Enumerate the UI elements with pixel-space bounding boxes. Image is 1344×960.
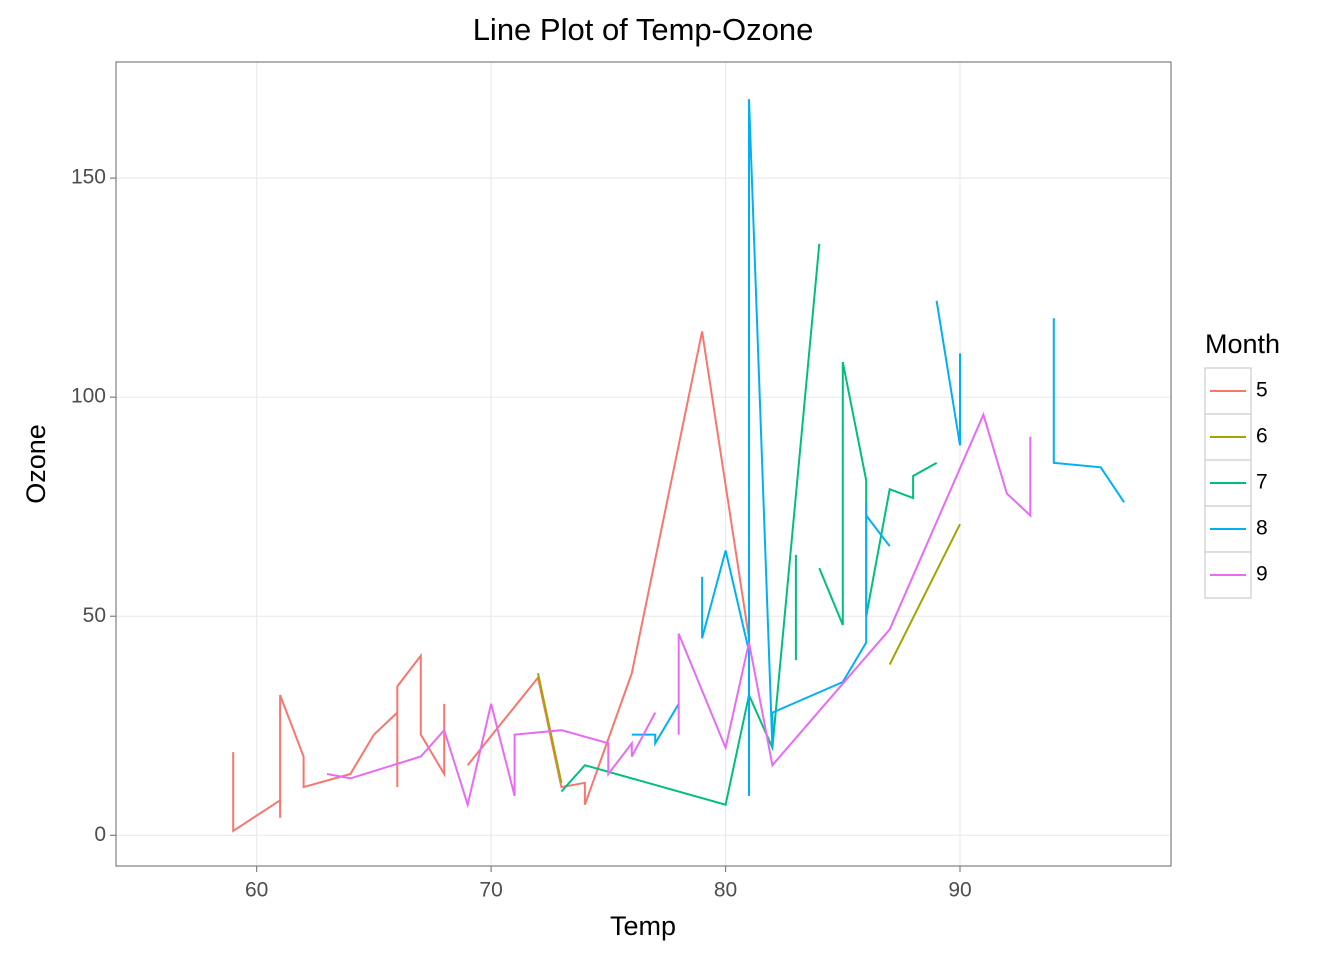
legend-label: 9 [1256, 563, 1268, 586]
grid [116, 62, 1171, 866]
legend: 5 6 7 8 9 [1204, 367, 1268, 599]
chart-title: Line Plot of Temp-Ozone [473, 12, 814, 47]
legend-title: Month [1205, 329, 1280, 359]
x-tick-label: 70 [479, 879, 502, 902]
series-line [326, 411, 1032, 809]
y-tick-label: 50 [83, 604, 106, 627]
panel [116, 62, 1171, 866]
legend-label: 7 [1256, 471, 1268, 494]
y-axis-title: Ozone [21, 424, 51, 504]
legend-label: 8 [1256, 517, 1268, 540]
x-tick-label: 80 [714, 879, 737, 902]
y-tick-label: 150 [71, 166, 106, 189]
y-tick-label: 0 [94, 823, 106, 846]
x-tick-label: 90 [948, 879, 971, 902]
legend-label: 5 [1256, 379, 1268, 402]
lines [232, 99, 1125, 833]
panel-border [115, 61, 1172, 867]
series-line [631, 99, 1125, 796]
x-tick-label: 60 [245, 879, 268, 902]
x-axis-title: Temp [610, 911, 676, 941]
y-tick-label: 100 [71, 385, 106, 408]
legend-label: 6 [1256, 425, 1268, 448]
series-line [537, 523, 961, 784]
